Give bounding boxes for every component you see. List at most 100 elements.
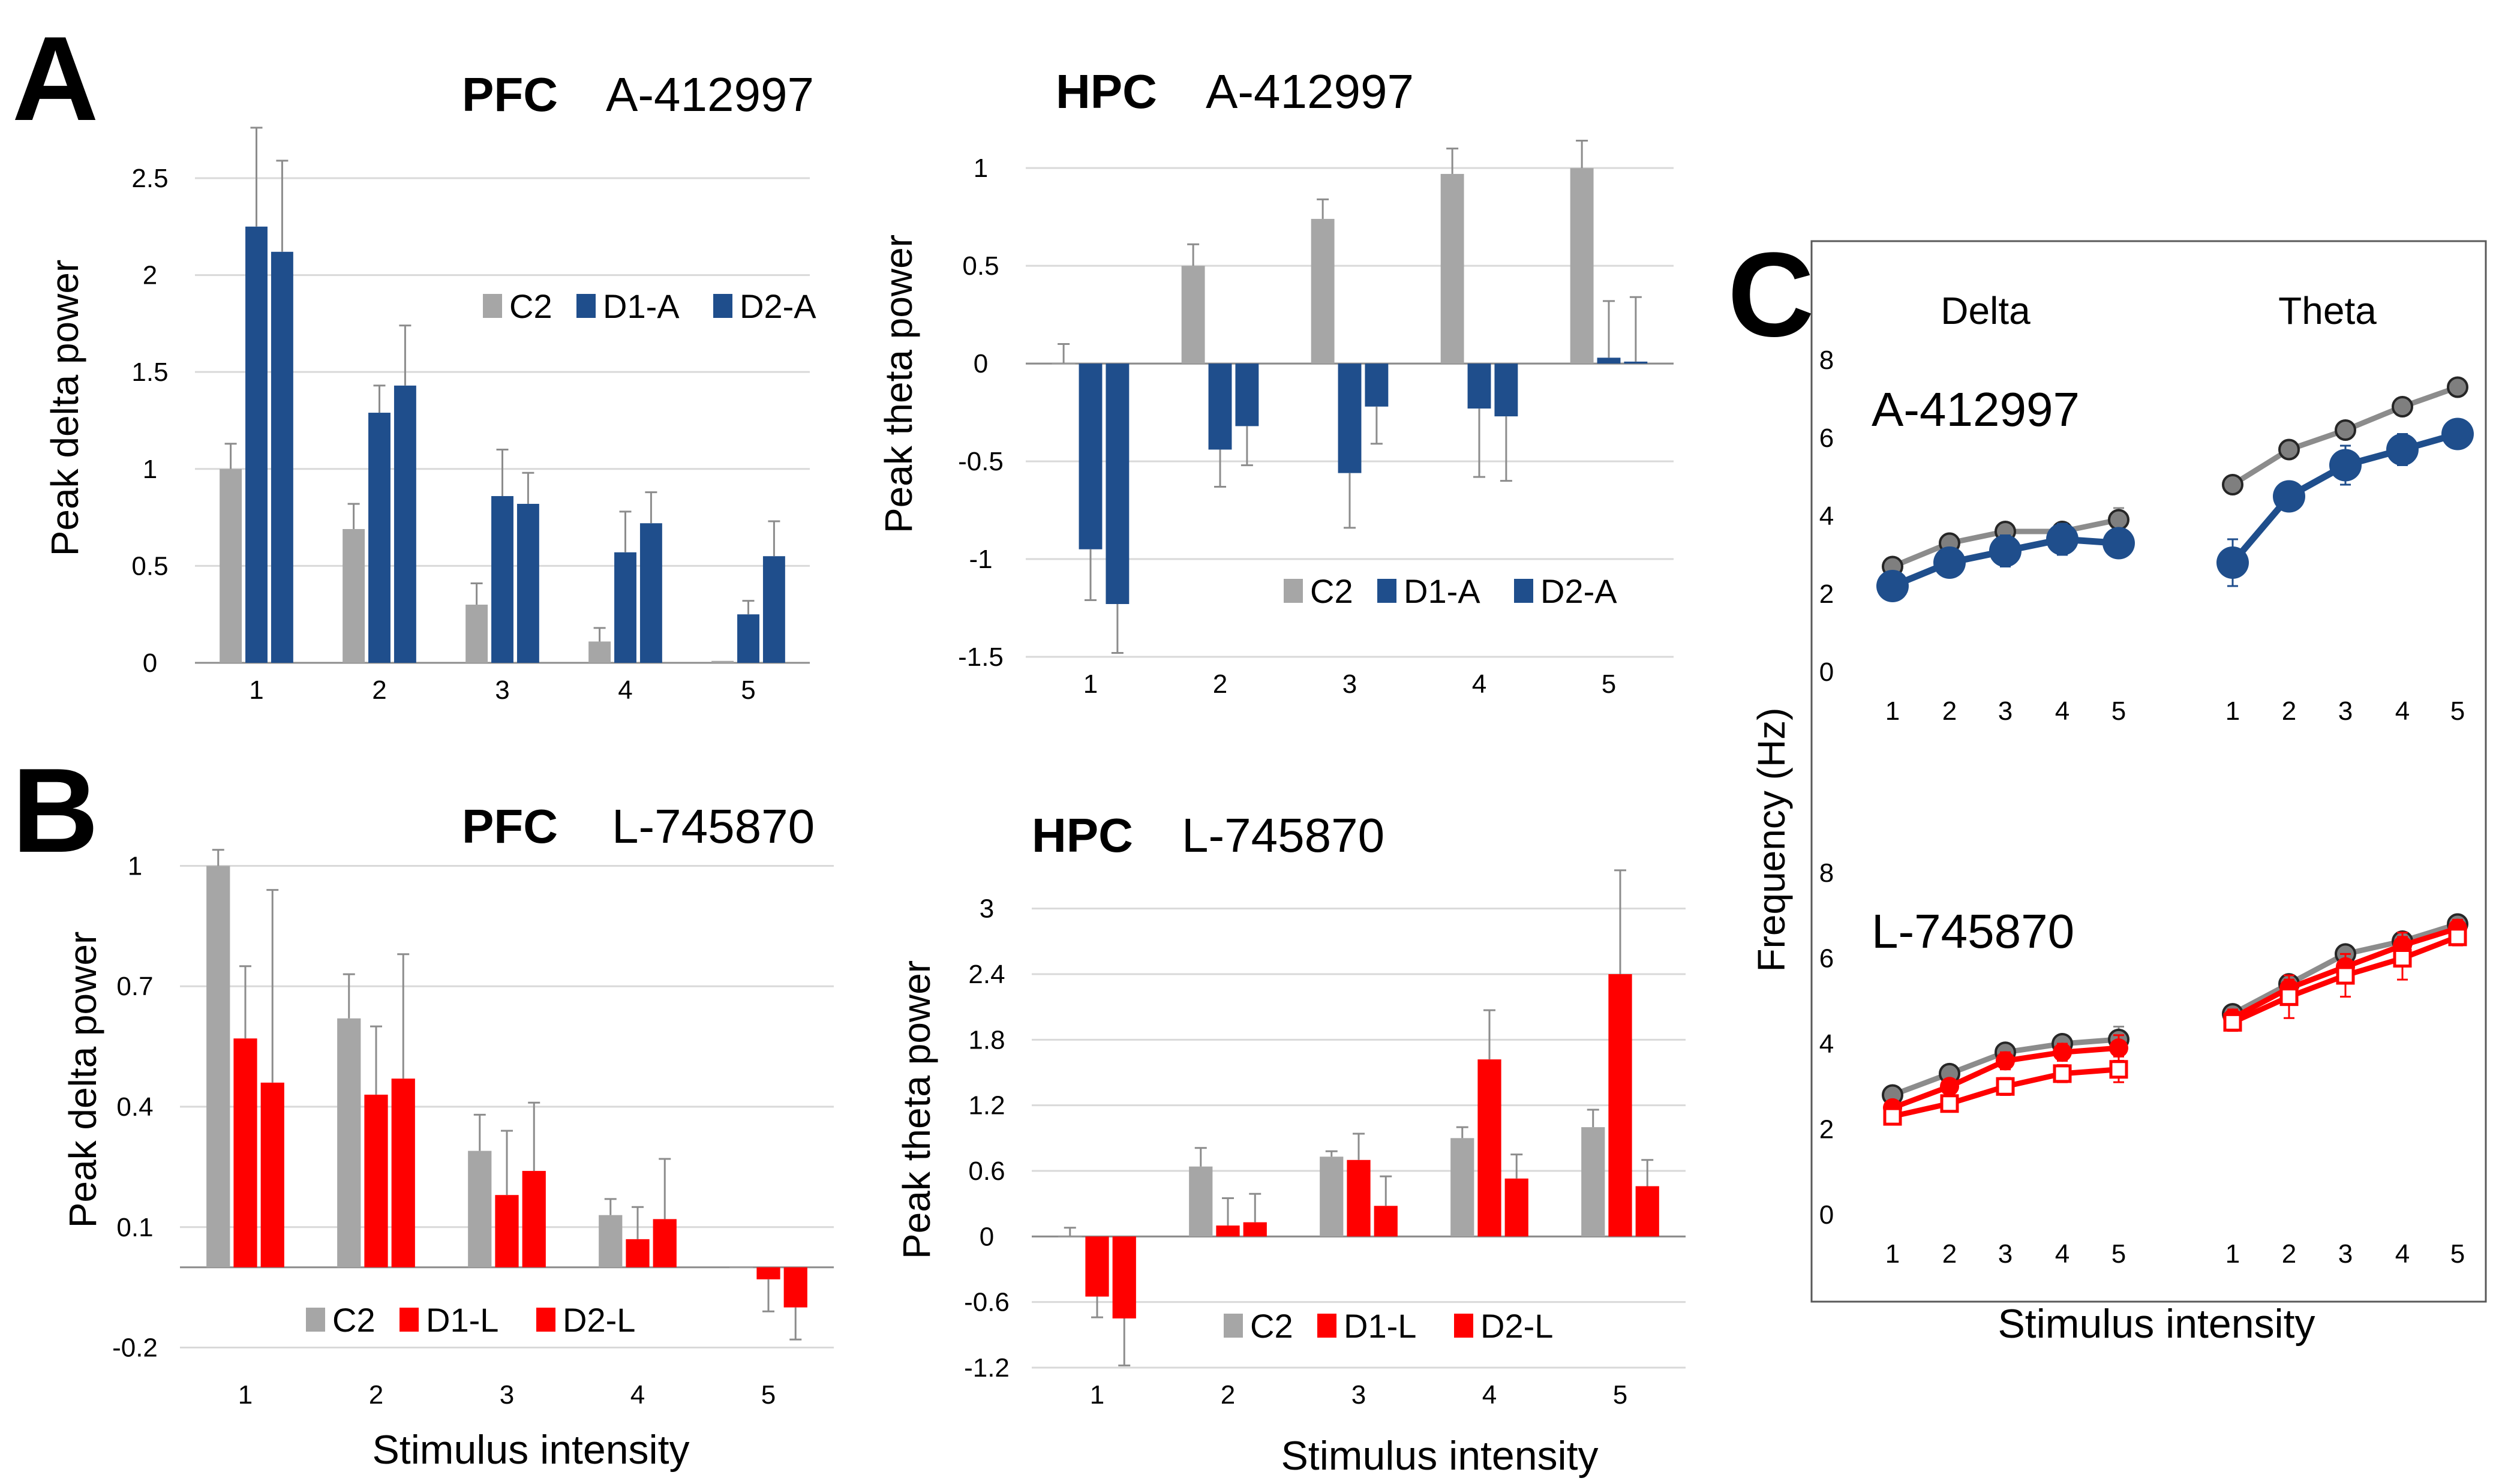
b-hpc-ylabel: Peak theta power bbox=[895, 960, 938, 1259]
c3-legend-label: C2 bbox=[1250, 1307, 1293, 1345]
c0-bar bbox=[639, 523, 662, 663]
c3-ytick-label: -1.2 bbox=[964, 1353, 1010, 1383]
c1-xtick-label: 5 bbox=[1602, 669, 1616, 699]
c4-xtick-label-theta: 1 bbox=[2225, 696, 2240, 726]
c2-bar bbox=[391, 1079, 415, 1267]
c4-xtick-label-delta: 5 bbox=[2111, 696, 2126, 726]
c2-legend-label: D2-L bbox=[563, 1301, 635, 1339]
c4-point bbox=[1876, 570, 1909, 602]
c0-xtick-label: 3 bbox=[495, 675, 509, 705]
c1-bar bbox=[1181, 266, 1205, 364]
c2-legend-label: C2 bbox=[332, 1301, 376, 1339]
b-pfc-xlabel: Stimulus intensity bbox=[372, 1427, 689, 1473]
c3-ytick-label: 0 bbox=[980, 1222, 994, 1251]
c2-bar bbox=[522, 1171, 546, 1267]
c3-bar bbox=[1581, 1127, 1605, 1237]
c2-bar bbox=[337, 1018, 361, 1267]
b-pfc-title-drug: L-745870 bbox=[612, 800, 815, 853]
c3-bar bbox=[1058, 1236, 1082, 1237]
c2-legend-swatch bbox=[306, 1308, 325, 1332]
c2-bar bbox=[495, 1195, 519, 1267]
c5-xtick-label-theta: 3 bbox=[2338, 1239, 2353, 1269]
c-group-label-theta: Theta bbox=[2278, 289, 2377, 332]
c1-bar bbox=[1079, 364, 1103, 549]
c4-point bbox=[2335, 419, 2356, 441]
c0-ytick-label: 0 bbox=[143, 648, 157, 678]
c0-bar bbox=[588, 641, 611, 663]
c3-xtick-label: 1 bbox=[1090, 1380, 1104, 1410]
c0-bar bbox=[271, 251, 293, 663]
c2-xtick-label: 1 bbox=[238, 1380, 253, 1410]
chart-c-l: 0 2 4 6 8 1 1 2 2 3 3 4 4 5 5 bbox=[1810, 240, 2487, 1303]
c5-xtick-label-delta: 5 bbox=[2111, 1239, 2126, 1269]
c0-ytick-label: 1 bbox=[143, 455, 157, 484]
c5-xtick-label-delta: 2 bbox=[1942, 1239, 1957, 1269]
c4-ytick-label: 8 bbox=[1819, 346, 1834, 375]
c2-xtick-label: 2 bbox=[369, 1380, 383, 1410]
c0-bar bbox=[465, 605, 488, 663]
c4-ytick-label: 4 bbox=[1819, 501, 1834, 531]
chart-a-pfc: 0 0.5 1 1.5 2 2.5 1 2 3 4 5 C2 D1-A D2-A bbox=[131, 127, 816, 705]
c1-ytick-label: -1 bbox=[969, 545, 992, 574]
c0-bar bbox=[245, 226, 268, 663]
c0-legend-swatch bbox=[713, 294, 732, 318]
c5-xtick-label-delta: 1 bbox=[1885, 1239, 1900, 1269]
c0-bar bbox=[220, 468, 242, 663]
c4-point bbox=[2108, 509, 2129, 531]
c1-bar bbox=[1208, 364, 1232, 450]
c3-ytick-label: 1.2 bbox=[968, 1091, 1005, 1120]
c4-point bbox=[1989, 534, 2022, 567]
c5-xtick-label-delta: 3 bbox=[1998, 1239, 2013, 1269]
c5-point bbox=[2448, 927, 2467, 947]
b-hpc-title-region: HPC bbox=[1032, 809, 1133, 862]
c5-ytick-label: 8 bbox=[1819, 858, 1834, 888]
c0-xtick-label: 1 bbox=[249, 675, 263, 705]
c0-legend-label: D1-A bbox=[603, 287, 680, 325]
c1-ytick-label: -1.5 bbox=[958, 642, 1004, 672]
c1-xtick-label: 1 bbox=[1083, 669, 1098, 699]
c2-legend-label: D1-L bbox=[426, 1301, 498, 1339]
b-pfc-title-region: PFC bbox=[462, 800, 558, 853]
c3-bar bbox=[1189, 1166, 1213, 1237]
c5-ytick-label: 0 bbox=[1819, 1200, 1834, 1230]
c0-ytick-label: 1.5 bbox=[131, 358, 168, 387]
c1-legend-swatch bbox=[1514, 579, 1533, 603]
c1-bar bbox=[1570, 168, 1594, 364]
c0-bar bbox=[614, 552, 636, 663]
c3-bar bbox=[1477, 1059, 1501, 1237]
c5-xtick-label-theta: 5 bbox=[2450, 1239, 2465, 1269]
c3-bar bbox=[1347, 1159, 1371, 1237]
c4-point bbox=[1933, 546, 1966, 579]
c2-bar bbox=[364, 1094, 388, 1267]
c5-point bbox=[1883, 1107, 1902, 1126]
c3-xtick-label: 4 bbox=[1482, 1380, 1497, 1410]
c1-xtick-label: 3 bbox=[1342, 669, 1357, 699]
c5-xtick-label-delta: 4 bbox=[2055, 1239, 2070, 1269]
c1-bar bbox=[1440, 173, 1464, 364]
c3-xtick-label: 2 bbox=[1221, 1380, 1235, 1410]
c4-xtick-label-theta: 5 bbox=[2450, 696, 2465, 726]
c3-ytick-label: -0.6 bbox=[964, 1288, 1010, 1317]
c3-legend-label: D1-L bbox=[1344, 1307, 1416, 1345]
c0-bar bbox=[343, 528, 365, 663]
c3-xtick-label: 5 bbox=[1613, 1380, 1627, 1410]
c1-bar bbox=[1338, 364, 1362, 473]
c3-legend-swatch bbox=[1317, 1314, 1336, 1338]
c5-point bbox=[1940, 1077, 1959, 1097]
c1-bar bbox=[1365, 364, 1389, 407]
c1-bar bbox=[1235, 364, 1259, 426]
c4-xtick-label-theta: 2 bbox=[2282, 696, 2296, 726]
c4-ytick-label: 0 bbox=[1819, 657, 1834, 687]
c3-legend-swatch bbox=[1454, 1314, 1473, 1338]
panel-label-b: B bbox=[12, 744, 98, 878]
c3-bar bbox=[1216, 1225, 1240, 1237]
c1-bar bbox=[1624, 361, 1648, 364]
c3-xtick-label: 3 bbox=[1351, 1380, 1366, 1410]
c2-bar bbox=[260, 1082, 284, 1267]
c1-xtick-label: 2 bbox=[1213, 669, 1227, 699]
c2-bar bbox=[729, 1267, 753, 1268]
c1-bar bbox=[1597, 358, 1621, 364]
c3-bar bbox=[1608, 974, 1632, 1237]
a-hpc-ylabel: Peak theta power bbox=[877, 235, 920, 533]
